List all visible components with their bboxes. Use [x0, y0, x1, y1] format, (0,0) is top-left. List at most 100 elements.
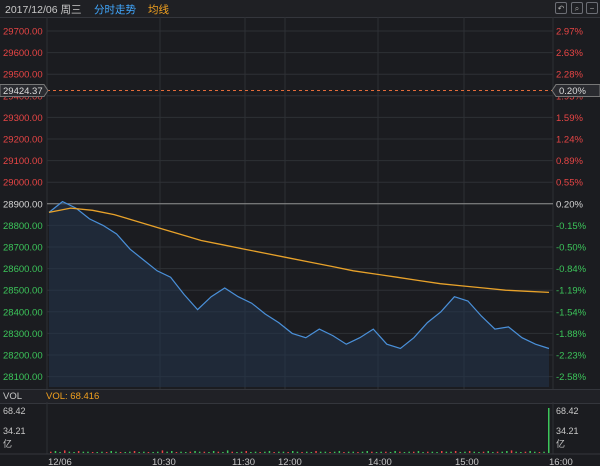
volume-bar-mark: [413, 451, 415, 453]
price-axis-label: 28400.00: [3, 307, 43, 318]
time-axis-label: 12:00: [278, 457, 302, 466]
percent-axis-label: -1.88%: [556, 329, 587, 340]
volume-bar-mark: [82, 451, 85, 453]
volume-bar-mark: [212, 451, 215, 453]
volume-bar-mark: [324, 451, 327, 453]
price-axis-label: 29500.00: [3, 70, 43, 81]
percent-axis-label: 1.24%: [556, 135, 583, 146]
volume-bar-mark: [515, 451, 517, 453]
volume-bar-mark: [524, 451, 527, 453]
volume-bar-mark: [357, 452, 359, 453]
volume-bar-mark: [50, 451, 52, 453]
price-axis-label: 28200.00: [3, 351, 43, 362]
volume-bar-mark: [54, 451, 57, 453]
price-axis-label: 29000.00: [3, 178, 43, 189]
volume-bar-mark: [506, 451, 508, 453]
intraday-chart[interactable]: 29700.00 2.97% 29600.00 2.63% 29500.00 2.28% 2…: [0, 17, 600, 389]
volume-bar-mark: [315, 451, 317, 453]
volume-bar-mark: [133, 451, 136, 453]
time-axis-label: 15:00: [455, 457, 479, 466]
time-axis-label: 16:00: [549, 457, 573, 466]
volume-bar-mark: [198, 451, 201, 453]
volume-bar-mark: [464, 451, 466, 453]
volume-bar-mark: [431, 451, 434, 453]
volume-bar-mark: [403, 452, 406, 453]
average-line: [48, 207, 550, 294]
back-icon[interactable]: ↶: [555, 2, 567, 14]
volume-bar-mark: [306, 451, 308, 453]
volume-bar-mark: [417, 451, 420, 453]
volume-bar-mark: [496, 451, 499, 453]
volume-bar-mark: [143, 451, 145, 453]
percent-axis-label: 1.59%: [556, 113, 583, 124]
volume-value: VOL: 68.416: [46, 391, 100, 402]
volume-bar-mark: [240, 451, 243, 453]
price-axis-label: 29700.00: [3, 27, 43, 38]
volume-bar-mark: [427, 451, 429, 453]
price-axis-label: 28600.00: [3, 264, 43, 275]
volume-bar-mark: [124, 452, 126, 453]
volume-bar-mark: [282, 451, 285, 453]
volume-bar-mark: [194, 451, 196, 453]
volume-bar-mark: [152, 452, 154, 453]
volume-bar-mark: [96, 452, 98, 453]
volume-bar-mark: [310, 452, 313, 453]
volume-bar-mark: [482, 451, 485, 453]
volume-bar-mark: [157, 451, 159, 453]
volume-bar-mark: [347, 451, 350, 453]
volume-bar-mark: [445, 451, 448, 453]
volume-bar-mark: [273, 452, 275, 453]
volume-bar-mark: [529, 451, 531, 453]
volume-bar-mark: [203, 451, 206, 453]
zoom-out-icon[interactable]: −: [586, 2, 598, 14]
volume-bar-mark: [175, 452, 178, 453]
tab-average-line[interactable]: 均线: [148, 4, 169, 16]
volume-bar-mark: [352, 451, 354, 453]
price-axis-label: 29300.00: [3, 113, 43, 124]
volume-bar-mark: [487, 451, 489, 453]
volume-bar-mark: [185, 452, 187, 453]
volume-bar-mark: [441, 451, 443, 453]
volume-bar-mark: [161, 450, 164, 453]
volume-bar-mark: [361, 451, 364, 453]
volume-bar-mark: [380, 451, 382, 453]
volume-bar-mark: [343, 452, 345, 453]
volume-bar-mark: [245, 451, 247, 453]
percent-axis-label: -0.50%: [556, 243, 587, 254]
volume-bar-mark: [268, 451, 271, 453]
volume-bar-mark: [115, 451, 117, 453]
price-axis-label: 28500.00: [3, 286, 43, 297]
volume-bar-mark: [287, 452, 289, 453]
volume-bar-mark: [371, 451, 373, 453]
volume-bar-mark: [101, 451, 103, 453]
percent-axis-label: 2.97%: [556, 27, 583, 38]
volume-bar-mark: [394, 451, 396, 453]
time-axis-label: 12/06: [48, 457, 72, 466]
volume-bar-mark: [278, 451, 280, 453]
percent-axis-label: 2.28%: [556, 70, 583, 81]
percent-axis-label: -1.19%: [556, 286, 587, 297]
volume-bar-mark: [138, 452, 140, 453]
vol-mid-right: 34.21: [556, 426, 579, 436]
volume-bar-mark: [333, 451, 336, 453]
search-icon[interactable]: ⌕: [571, 2, 583, 14]
volume-bar-mark: [548, 408, 550, 453]
volume-bar-mark: [222, 452, 224, 453]
volume-bar-mark: [454, 451, 457, 453]
volume-bar-mark: [264, 451, 266, 453]
volume-bar-mark: [329, 452, 331, 453]
volume-bar-mark: [534, 451, 536, 453]
volume-bar-mark: [366, 451, 368, 453]
volume-bar-mark: [422, 452, 424, 453]
volume-bar-mark: [468, 451, 471, 453]
volume-bar-mark: [208, 452, 210, 453]
volume-bar-mark: [501, 451, 503, 453]
price-axis-label: 29100.00: [3, 156, 43, 167]
price-area-fill: [49, 201, 549, 387]
tab-intraday[interactable]: 分时走势: [94, 4, 136, 16]
date-label: 2017/12/06 周三: [5, 4, 82, 16]
volume-bar-mark: [250, 452, 252, 453]
volume-bar-mark: [473, 451, 475, 453]
percent-axis-label: 2.63%: [556, 48, 583, 59]
volume-tab[interactable]: VOL: [3, 391, 23, 402]
